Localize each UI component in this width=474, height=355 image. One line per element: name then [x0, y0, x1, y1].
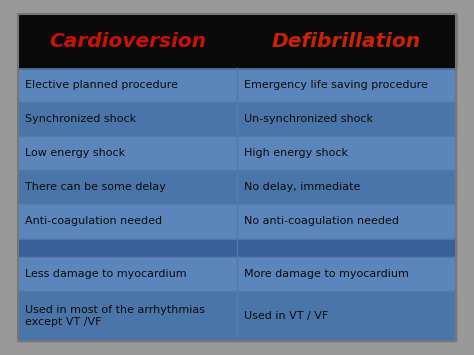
- Bar: [237, 257, 456, 291]
- Bar: [237, 136, 456, 170]
- Text: Un-synchronized shock: Un-synchronized shock: [244, 114, 373, 124]
- Text: More damage to myocardium: More damage to myocardium: [244, 269, 409, 279]
- Text: Elective planned procedure: Elective planned procedure: [25, 80, 178, 90]
- Bar: [237, 68, 456, 102]
- Bar: [18, 170, 237, 204]
- Bar: [18, 239, 237, 257]
- Text: No anti-coagulation needed: No anti-coagulation needed: [244, 217, 399, 226]
- Bar: [237, 170, 456, 204]
- Bar: [237, 204, 456, 239]
- Bar: [18, 291, 237, 341]
- Bar: [18, 257, 237, 291]
- Bar: [237, 291, 456, 341]
- Bar: [237, 102, 456, 136]
- Bar: [18, 102, 237, 136]
- Text: Anti-coagulation needed: Anti-coagulation needed: [25, 217, 162, 226]
- Text: High energy shock: High energy shock: [244, 148, 348, 158]
- Bar: [18, 14, 456, 68]
- Text: Less damage to myocardium: Less damage to myocardium: [25, 269, 187, 279]
- Text: Defibrillation: Defibrillation: [272, 32, 421, 51]
- Bar: [18, 204, 237, 239]
- Bar: [18, 136, 237, 170]
- Text: Used in most of the arrhythmias
except VT /VF: Used in most of the arrhythmias except V…: [25, 305, 205, 327]
- Text: Cardioversion: Cardioversion: [49, 32, 206, 51]
- Text: Synchronized shock: Synchronized shock: [25, 114, 136, 124]
- Text: No delay, immediate: No delay, immediate: [244, 182, 361, 192]
- Text: There can be some delay: There can be some delay: [25, 182, 166, 192]
- Bar: [18, 68, 237, 102]
- Text: Emergency life saving procedure: Emergency life saving procedure: [244, 80, 428, 90]
- Bar: [237, 239, 456, 257]
- Text: Used in VT / VF: Used in VT / VF: [244, 311, 328, 321]
- Text: Low energy shock: Low energy shock: [25, 148, 125, 158]
